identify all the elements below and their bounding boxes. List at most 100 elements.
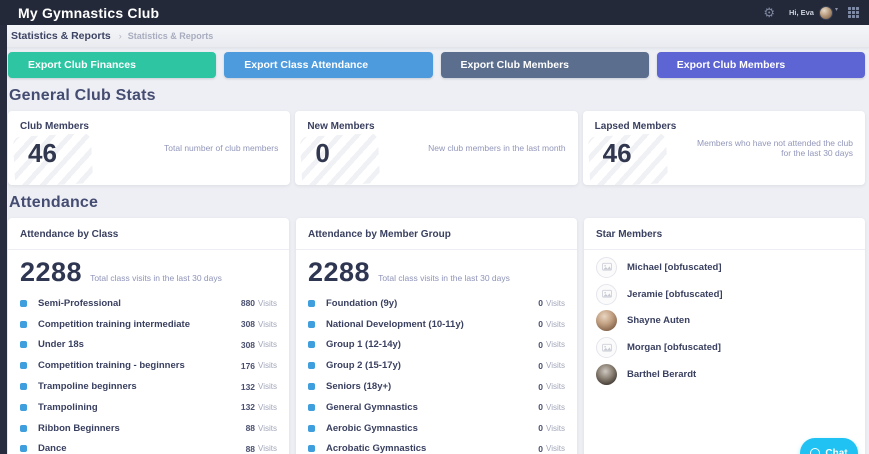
attendance-row[interactable]: National Development (10-11y) 0 Visits <box>308 314 565 335</box>
row-label: General Gymnastics <box>326 401 418 413</box>
row-visits-value: 308 <box>240 339 256 350</box>
row-visits-unit: Visits <box>546 298 565 308</box>
bullet-icon <box>308 320 315 328</box>
row-label: Trampolining <box>38 401 98 413</box>
collapsed-sidebar[interactable] <box>0 0 7 454</box>
row-label: Competition training - beginners <box>38 360 185 372</box>
member-avatar <box>596 364 617 386</box>
attendance-row[interactable]: Foundation (9y) 0 Visits <box>308 293 565 314</box>
bullet-icon <box>20 383 27 391</box>
stat-card-title: Club Members <box>20 121 89 132</box>
attendance-by-group-card: Attendance by Member Group 2288 Total cl… <box>296 218 577 454</box>
row-visits-value: 0 <box>538 298 544 309</box>
row-visits-value: 0 <box>538 319 544 330</box>
chevron-down-icon[interactable]: ▾ <box>834 7 838 13</box>
attendance-row[interactable]: Semi-Professional 880 Visits <box>20 293 277 314</box>
row-visits-value: 132 <box>240 402 256 413</box>
row-visits-value: 0 <box>538 443 544 454</box>
user-greeting[interactable]: Hi, Eva <box>788 8 814 17</box>
row-label: Under 18s <box>38 339 84 351</box>
chat-bubble-icon <box>810 448 821 454</box>
row-visits-unit: Visits <box>258 319 277 329</box>
row-visits-unit: Visits <box>546 382 565 392</box>
attendance-row[interactable]: Seniors (18y+) 0 Visits <box>308 376 565 397</box>
attendance-row[interactable]: Trampoline beginners 132 Visits <box>20 376 277 397</box>
stat-card-title: Lapsed Members <box>594 121 677 132</box>
attendance-by-class-card: Attendance by Class 2288 Total class vis… <box>8 218 289 454</box>
export-button-0[interactable]: Export Club Finances <box>8 52 217 78</box>
breadcrumb-bar: Statistics & Reports › Statistics & Repo… <box>0 25 869 48</box>
settings-gear-icon[interactable]: ⚙ <box>763 5 775 20</box>
attendance-row[interactable]: Group 2 (15-17y) 0 Visits <box>308 355 565 376</box>
row-label: Group 2 (15-17y) <box>326 360 401 372</box>
row-visits-value: 0 <box>538 423 544 434</box>
row-visits-value: 0 <box>538 381 544 392</box>
total-visits-value: 2288 <box>308 257 371 287</box>
stat-card-1: New Members 0 New club members in the last… <box>295 111 578 185</box>
bullet-icon <box>308 403 315 411</box>
total-visits-label: Total class visits in the last 30 days <box>378 273 510 283</box>
star-member-row[interactable]: Michael [obfuscated] <box>596 254 853 281</box>
app-title: My Gymnastics Club <box>18 4 160 21</box>
breadcrumb-trail[interactable]: Statistics & Reports <box>127 31 214 41</box>
bullet-icon <box>308 341 315 349</box>
row-label: Aerobic Gymnastics <box>326 422 418 434</box>
row-visits-unit: Visits <box>258 382 277 392</box>
row-label: Ribbon Beginners <box>38 422 120 434</box>
user-avatar[interactable] <box>818 5 833 20</box>
total-visits-value: 2288 <box>20 257 83 287</box>
row-visits-unit: Visits <box>546 319 565 329</box>
row-visits-value: 132 <box>240 381 256 392</box>
attendance-row[interactable]: General Gymnastics 0 Visits <box>308 397 565 418</box>
section-title-stats: General Club Stats <box>9 87 156 104</box>
card-title: Attendance by Member Group <box>296 218 577 250</box>
export-button-3[interactable]: Export Club Members <box>656 52 865 78</box>
bullet-icon <box>308 362 315 370</box>
row-visits-unit: Visits <box>546 340 565 350</box>
attendance-row[interactable]: Competition training intermediate 308 Visi… <box>20 314 277 335</box>
star-member-row[interactable]: Shayne Auten <box>596 308 853 335</box>
total-visits-label: Total class visits in the last 30 days <box>90 273 222 283</box>
member-avatar <box>596 337 617 359</box>
attendance-row[interactable]: Group 1 (12-14y) 0 Visits <box>308 335 565 356</box>
card-title: Attendance by Class <box>8 218 289 250</box>
top-header: My Gymnastics Club ⚙ Hi, Eva ▾ <box>0 0 869 25</box>
row-label: Trampoline beginners <box>38 381 137 393</box>
row-label: Competition training intermediate <box>38 318 191 330</box>
row-label: National Development (10-11y) <box>326 318 464 330</box>
attendance-row[interactable]: Aerobic Gymnastics 0 Visits <box>308 418 565 439</box>
stat-card-0: Club Members 46 Total number of club membe… <box>8 111 291 185</box>
row-visits-value: 880 <box>240 298 256 309</box>
star-member-row[interactable]: Jeramie [obfuscated] <box>596 281 853 308</box>
bullet-icon <box>20 362 27 370</box>
attendance-row[interactable]: Competition training - beginners 176 Visit… <box>20 355 277 376</box>
export-button-1[interactable]: Export Class Attendance <box>224 52 433 78</box>
stat-card-description: New club members in the last month <box>428 143 566 153</box>
member-name: Morgan [obfuscated] <box>627 342 721 354</box>
row-visits-value: 176 <box>240 360 256 371</box>
export-button-2[interactable]: Export Club Members <box>440 52 649 78</box>
star-member-row[interactable]: Morgan [obfuscated] <box>596 334 853 361</box>
star-members-rows: Michael [obfuscated] Jeramie [obfuscated]… <box>584 250 865 388</box>
row-visits-unit: Visits <box>546 361 565 371</box>
attendance-row[interactable]: Ribbon Beginners 88 Visits <box>20 418 277 439</box>
bullet-icon <box>20 341 27 349</box>
member-name: Jeramie [obfuscated] <box>627 288 723 300</box>
group-rows: Foundation (9y) 0 Visits National Developme… <box>296 291 577 454</box>
attendance-row[interactable]: Dance 88 Visits <box>20 439 277 454</box>
stat-card-title: New Members <box>307 121 375 132</box>
star-member-row[interactable]: Barthel Berardt <box>596 361 853 388</box>
apps-grid-icon[interactable] <box>848 7 859 18</box>
stat-card-value: 46 <box>28 138 57 168</box>
bullet-icon <box>20 403 27 411</box>
attendance-row[interactable]: Acrobatic Gymnastics 0 Visits <box>308 439 565 454</box>
bullet-icon <box>20 320 27 328</box>
attendance-row[interactable]: Under 18s 308 Visits <box>20 335 277 356</box>
member-name: Barthel Berardt <box>627 369 697 381</box>
row-label: Seniors (18y+) <box>326 381 392 393</box>
attendance-row[interactable]: Trampolining 132 Visits <box>20 397 277 418</box>
chat-button[interactable]: Chat <box>800 438 858 454</box>
stat-card-value: 0 <box>315 138 330 168</box>
row-visits-unit: Visits <box>258 423 277 433</box>
